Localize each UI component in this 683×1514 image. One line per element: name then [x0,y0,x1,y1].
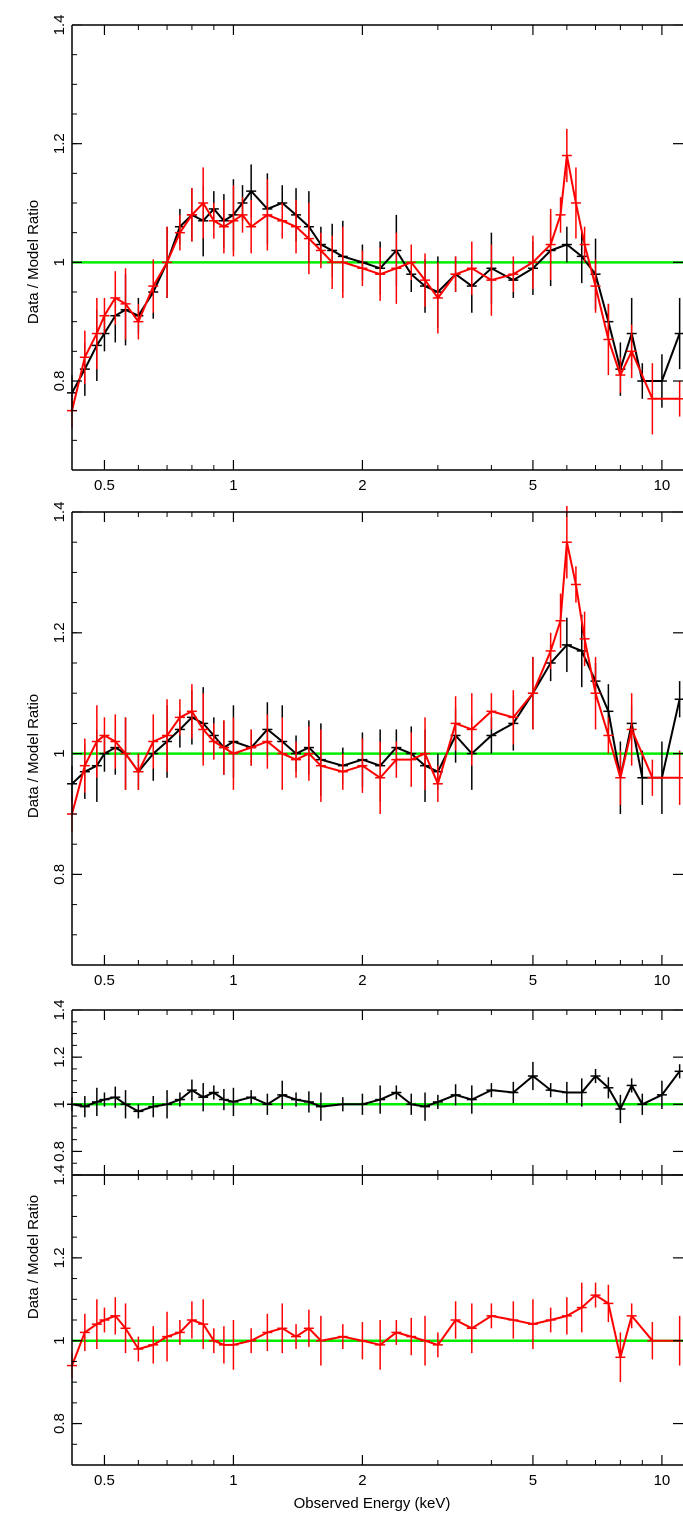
y-tick-label: 1 [51,258,68,266]
x-tick-label: 2 [358,477,366,494]
ylabel-middle: Data / Model Ratio [25,694,42,818]
series-0-line [71,189,681,394]
panel-lower-black: 0.8 1 1.2 1.4 [51,1000,683,1176]
series-0-line [71,1293,680,1366]
series-1-line [71,155,680,411]
y-tick-label: 1.2 [51,133,68,154]
y-tick-label: 1.2 [51,622,68,643]
y-tick-label: 1.4 [51,1165,68,1186]
x-tick-label: 0.5 [94,477,115,494]
y-tick-label: 1.2 [51,1247,68,1268]
ylabel-top: Data / Model Ratio [25,200,42,324]
x-tick-label: 2 [358,972,366,989]
x-tick-label: 5 [529,477,537,494]
x-tick-label: 1 [229,477,237,494]
x-tick-label: 1 [229,1472,237,1489]
x-tick-label: 10 [654,972,671,989]
ylabel-bottom: Data / Model Ratio [25,1195,42,1319]
xlabel: Observed Energy (keV) [294,1495,451,1512]
y-tick-label: 0.8 [51,864,68,885]
series-0-line [71,643,681,785]
y-tick-label: 1.4 [51,502,68,523]
panel-middle: 0.5 1 2 5 10 0.8 1 1.2 1.4 [51,502,683,989]
y-tick-label: 0.8 [51,1141,68,1162]
y-tick-label: 1.4 [51,1000,68,1021]
x-tick-label: 5 [529,972,537,989]
y-tick-label: 1 [51,1100,68,1108]
panel-top: 0.5 1 2 5 10 0.8 1 1.2 1.4 [51,15,683,494]
y-tick-label: 0.8 [51,1413,68,1434]
y-tick-label: 1 [51,749,68,757]
x-tick-label: 0.5 [94,1472,115,1489]
y-tick-label: 1.4 [51,15,68,36]
panel-lower-red: 0.5 1 2 5 10 0.8 1 1.2 1.4 [51,1165,683,1489]
y-tick-label: 1.2 [51,1047,68,1068]
x-tick-label: 2 [358,1472,366,1489]
x-tick-label: 0.5 [94,972,115,989]
x-tick-label: 10 [654,477,671,494]
y-tick-label: 0.8 [51,371,68,392]
series-1-line [71,541,680,815]
x-tick-label: 1 [229,972,237,989]
y-tick-label: 1 [51,1337,68,1345]
x-tick-label: 5 [529,1472,537,1489]
x-tick-label: 10 [654,1472,671,1489]
